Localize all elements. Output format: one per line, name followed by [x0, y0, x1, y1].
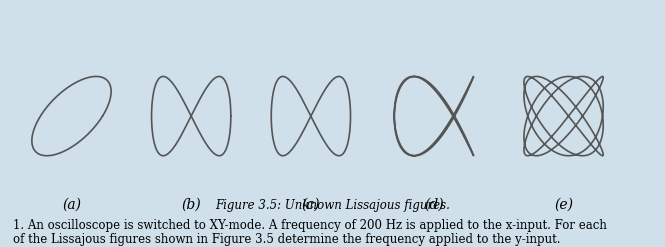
Text: (b): (b) — [182, 198, 201, 212]
Text: (c): (c) — [302, 198, 320, 212]
Text: 1. An oscilloscope is switched to XY-mode. A frequency of 200 Hz is applied to t: 1. An oscilloscope is switched to XY-mod… — [13, 219, 607, 232]
Text: (e): (e) — [554, 198, 573, 212]
Text: (d): (d) — [424, 198, 444, 212]
Text: Figure 3.5: Unknown Lissajous figures.: Figure 3.5: Unknown Lissajous figures. — [215, 199, 450, 212]
Text: (a): (a) — [62, 198, 81, 212]
Text: of the Lissajous figures shown in Figure 3.5 determine the frequency applied to : of the Lissajous figures shown in Figure… — [13, 233, 561, 247]
